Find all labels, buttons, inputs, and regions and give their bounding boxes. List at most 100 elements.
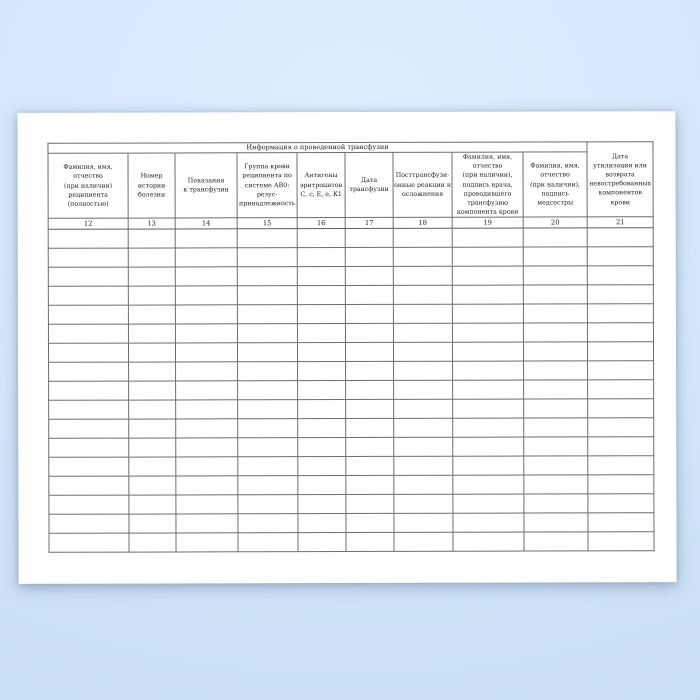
- empty-cell: [523, 418, 588, 438]
- empty-cell: [393, 228, 453, 248]
- empty-cell: [393, 304, 453, 324]
- empty-cell: [587, 380, 654, 400]
- empty-cell: [48, 419, 129, 439]
- column-header-16: Антигены эритроцитов С, с, Е, е, К1: [296, 152, 346, 219]
- empty-cell: [393, 380, 453, 400]
- table-row: [48, 380, 654, 401]
- table-row: [48, 304, 654, 325]
- empty-cell: [452, 532, 525, 552]
- empty-cell: [48, 457, 129, 477]
- empty-cell: [297, 418, 346, 439]
- empty-cell: [345, 532, 395, 552]
- empty-cell: [237, 248, 298, 268]
- empty-cell: [128, 248, 176, 268]
- empty-cell: [345, 304, 394, 324]
- empty-cell: [175, 457, 238, 477]
- empty-cell: [48, 533, 130, 553]
- empty-cell: [587, 494, 655, 514]
- table-row: [48, 418, 654, 439]
- empty-cell: [297, 285, 346, 306]
- transfusion-info-table: Информация о проведенной трансфузии Дата …: [47, 141, 655, 554]
- empty-cell: [237, 286, 298, 306]
- empty-cell: [297, 342, 346, 363]
- empty-cell: [393, 456, 453, 476]
- empty-cell: [175, 229, 238, 249]
- empty-cell: [393, 532, 454, 552]
- empty-cell: [297, 228, 346, 249]
- column-header-13: Номер истории болезни: [127, 152, 176, 219]
- table-row: [48, 266, 654, 287]
- empty-cell: [128, 324, 176, 344]
- empty-cell: [587, 228, 654, 248]
- column-number-17: 17: [345, 217, 394, 229]
- empty-cell: [393, 494, 453, 514]
- column-number-20: 20: [523, 217, 588, 229]
- empty-cell: [297, 266, 346, 287]
- table-body: [48, 228, 655, 553]
- empty-cell: [175, 400, 238, 420]
- empty-cell: [587, 304, 654, 324]
- empty-cell: [297, 456, 346, 477]
- empty-cell: [393, 361, 453, 381]
- empty-cell: [452, 513, 524, 533]
- empty-cell: [237, 362, 298, 382]
- empty-cell: [48, 514, 129, 534]
- column-header-15: Группа крови реципиента по системе АВ0: …: [236, 152, 298, 219]
- empty-cell: [175, 267, 238, 287]
- empty-cell: [393, 266, 453, 286]
- empty-cell: [175, 381, 238, 401]
- empty-cell: [523, 475, 588, 495]
- empty-cell: [345, 266, 394, 286]
- empty-cell: [297, 399, 346, 420]
- empty-cell: [523, 285, 588, 305]
- empty-cell: [128, 495, 176, 515]
- empty-cell: [587, 456, 654, 476]
- empty-cell: [48, 229, 129, 249]
- empty-cell: [587, 285, 654, 305]
- empty-cell: [452, 304, 524, 324]
- empty-cell: [345, 361, 394, 381]
- empty-cell: [175, 533, 239, 553]
- empty-cell: [523, 361, 588, 381]
- empty-cell: [452, 285, 524, 305]
- empty-cell: [297, 532, 347, 553]
- empty-cell: [128, 514, 176, 534]
- empty-cell: [587, 323, 654, 343]
- empty-cell: [128, 362, 176, 382]
- empty-cell: [452, 456, 524, 476]
- table-row: [48, 247, 654, 268]
- table-row: [48, 532, 655, 553]
- empty-cell: [523, 513, 589, 533]
- column-number-21: 21: [587, 217, 654, 229]
- empty-cell: [175, 362, 238, 382]
- empty-cell: [175, 438, 238, 458]
- empty-cell: [48, 286, 129, 306]
- empty-cell: [393, 399, 453, 419]
- empty-cell: [128, 476, 176, 496]
- empty-cell: [237, 381, 298, 401]
- empty-cell: [452, 247, 524, 267]
- empty-cell: [175, 324, 238, 344]
- empty-cell: [523, 247, 588, 267]
- empty-cell: [297, 304, 346, 325]
- empty-cell: [297, 323, 346, 344]
- empty-cell: [175, 419, 238, 439]
- empty-cell: [48, 305, 129, 325]
- column-number-16: 16: [297, 217, 346, 230]
- empty-cell: [237, 267, 298, 287]
- empty-cell: [297, 513, 346, 534]
- empty-cell: [237, 495, 298, 515]
- table-row: [48, 323, 654, 344]
- empty-cell: [523, 323, 588, 343]
- empty-cell: [48, 343, 129, 363]
- empty-cell: [297, 475, 346, 496]
- column-header-12: Фамилия, имя, отчество (при наличии) рец…: [47, 153, 129, 219]
- empty-cell: [48, 267, 129, 287]
- table-row: [48, 513, 655, 534]
- empty-cell: [523, 304, 588, 324]
- empty-cell: [523, 437, 588, 457]
- empty-cell: [345, 285, 394, 305]
- empty-cell: [393, 437, 453, 457]
- empty-cell: [345, 380, 394, 400]
- empty-cell: [523, 532, 589, 552]
